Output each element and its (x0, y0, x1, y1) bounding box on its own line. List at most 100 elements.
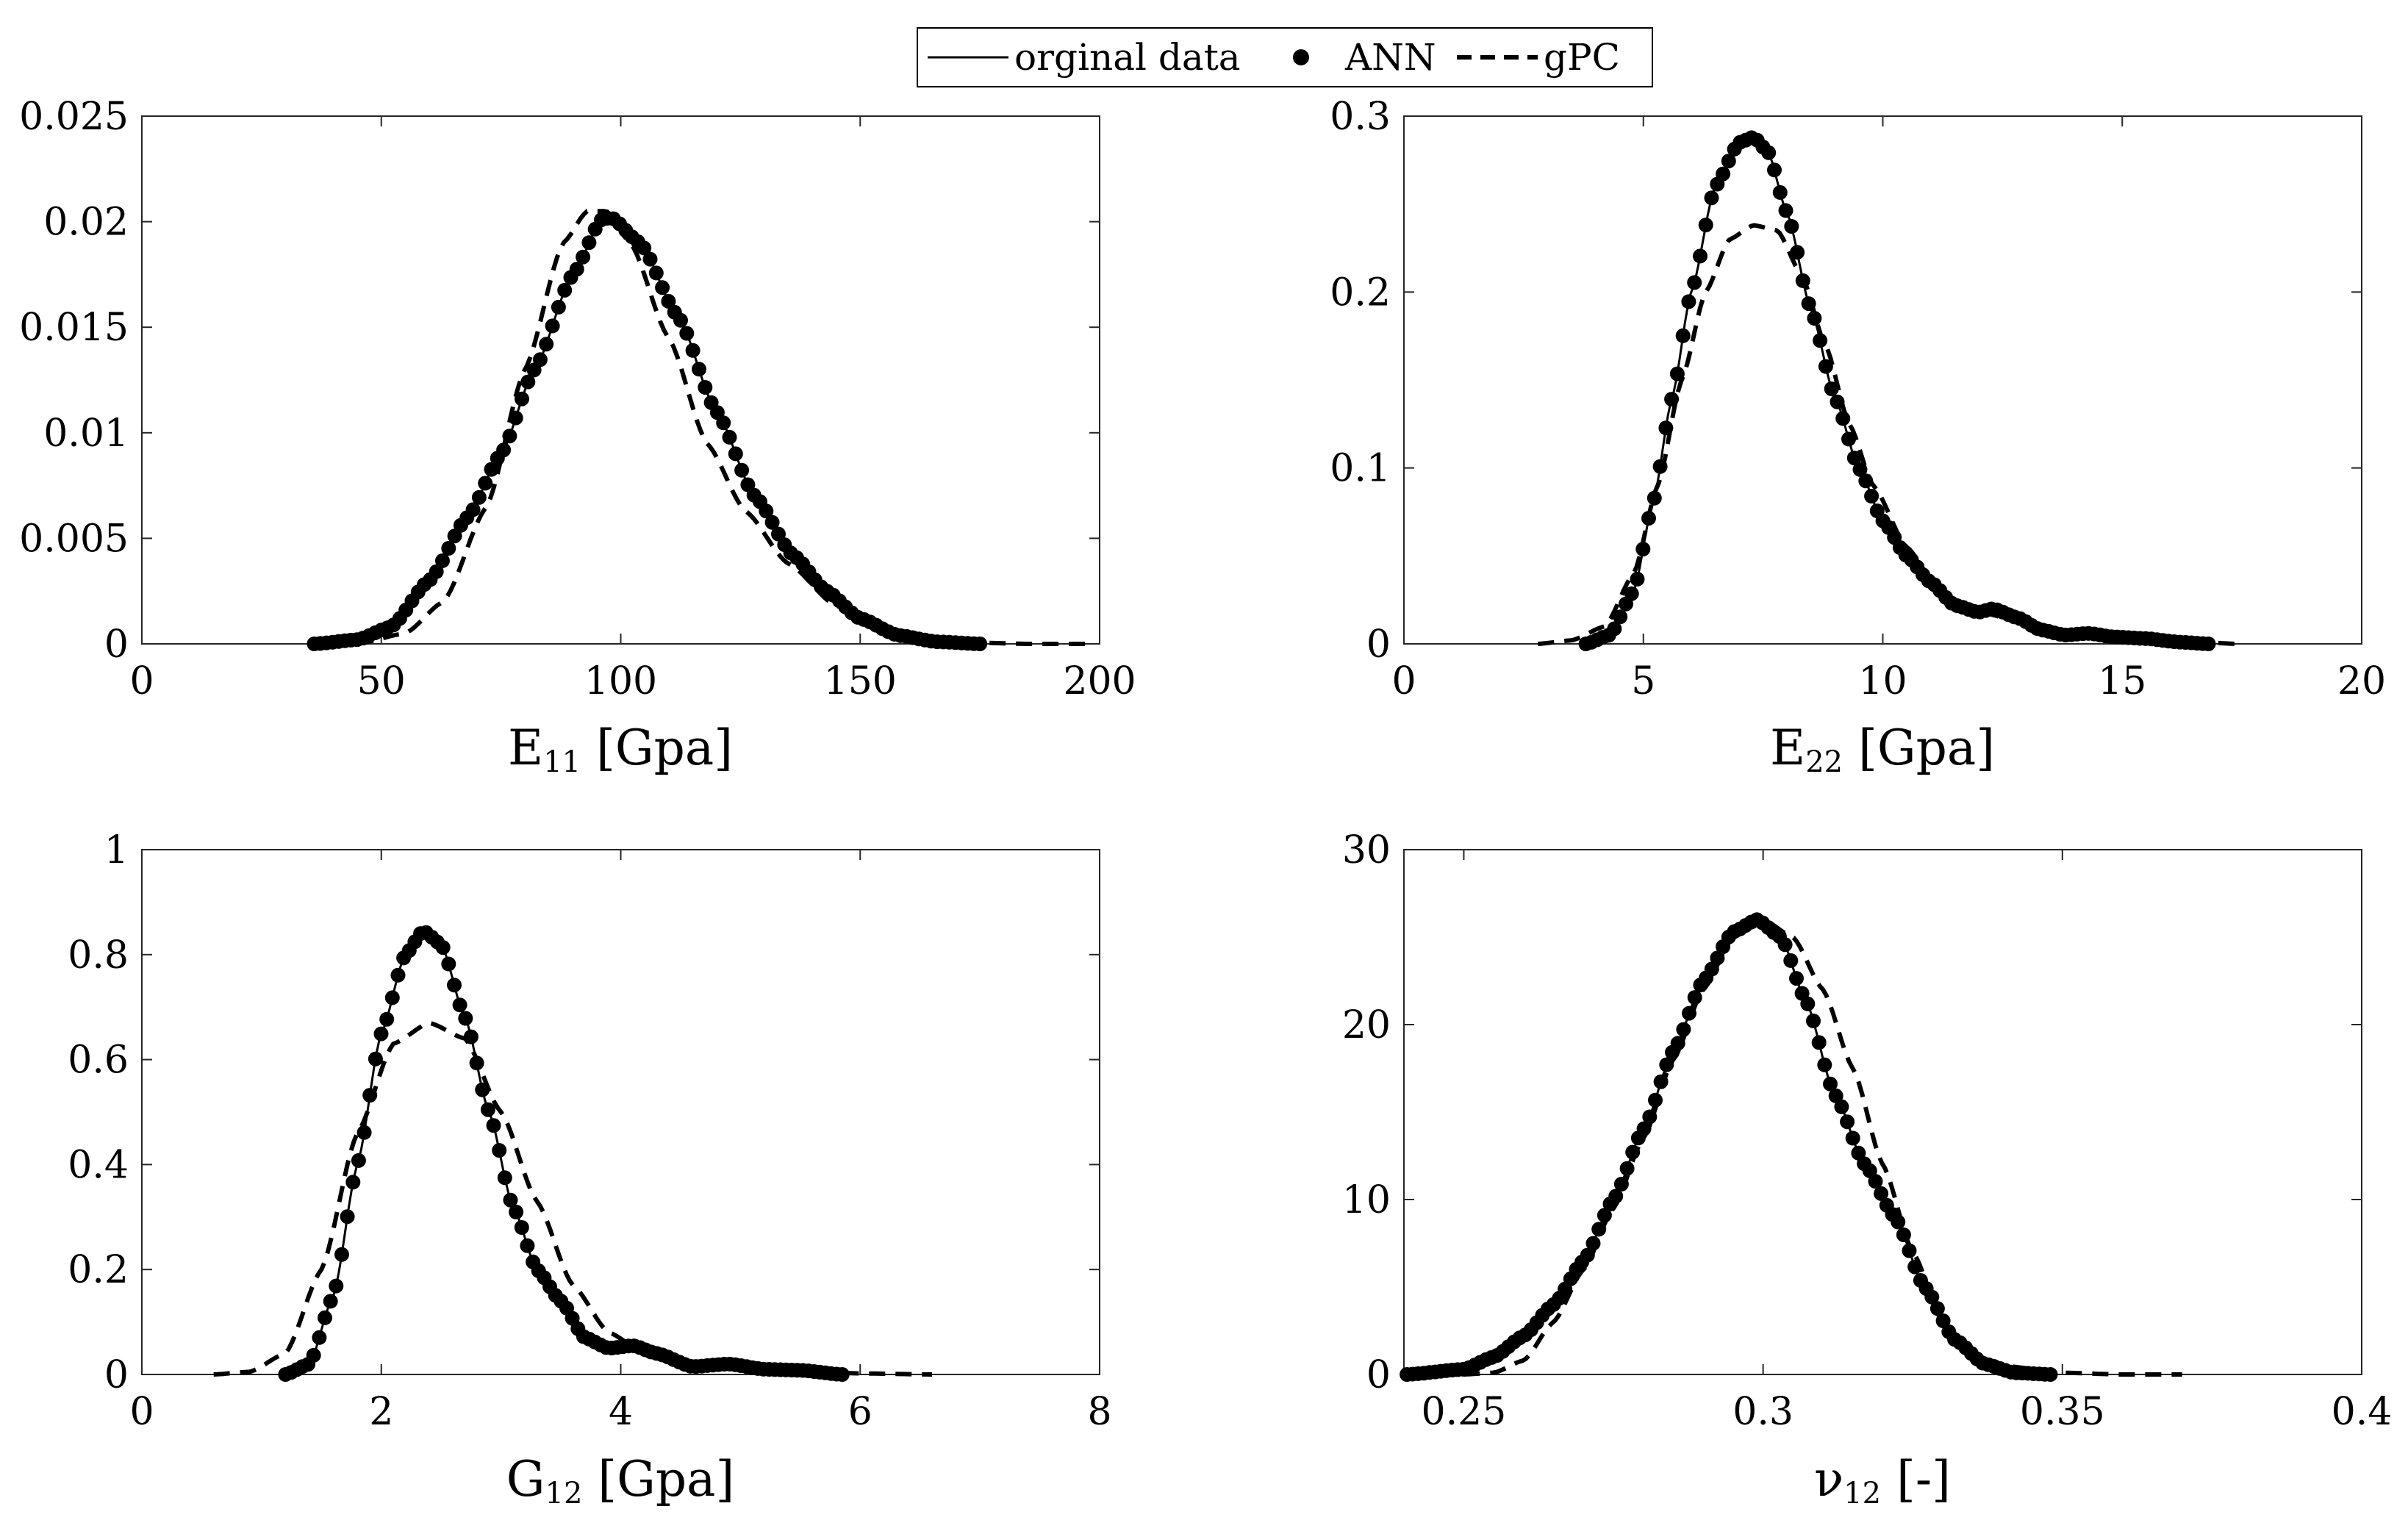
ann-point (429, 564, 444, 579)
x-tick-label: 2 (369, 1390, 393, 1434)
ann-point (1687, 990, 1702, 1005)
ann-point (441, 956, 456, 972)
y-tick-label: 0 (1366, 623, 1391, 667)
ann-point (497, 1170, 512, 1186)
panel-nu12-xlabel: ν12 [-] (1814, 1451, 1951, 1510)
x-tick-label: 6 (848, 1390, 872, 1434)
panel-g12-ticks: 0 2 4 6 8 0 0.2 0.4 0.6 0.8 1 (68, 828, 1111, 1434)
y-tick-label: 0.4 (68, 1143, 129, 1187)
ann-point (1891, 1214, 1906, 1230)
ann-point (1896, 1227, 1911, 1242)
x-tick-label: 20 (2337, 659, 2386, 703)
ann-point (1840, 1114, 1855, 1130)
y-tick-label: 0.8 (68, 933, 129, 978)
ann-point (1653, 1074, 1669, 1089)
ann-point (1641, 511, 1656, 526)
panel-g12: 0 2 4 6 8 0 0.2 0.4 0.6 0.8 1 G12 [Gpa] (68, 828, 1111, 1510)
ann-point (655, 280, 670, 295)
panel-nu12-ticks: 0.25 0.3 0.35 0.4 0 10 20 30 (1342, 828, 2393, 1434)
ann-point (1676, 1022, 1691, 1037)
ann-point (1852, 462, 1868, 477)
ann-point (551, 299, 566, 315)
ann-point (1608, 1189, 1624, 1204)
y-tick-label: 0.02 (43, 201, 129, 245)
legend-label-ann: ANN (1344, 36, 1436, 79)
ann-point (471, 490, 487, 505)
panel-e22: 0 5 10 15 20 0 0.1 0.2 0.3 E22 [Gpa] (1330, 95, 2386, 779)
ann-point (520, 1238, 535, 1253)
ann-point (1835, 411, 1851, 426)
ann-point (673, 312, 688, 328)
ann-point (1613, 609, 1628, 625)
ann-point (1772, 184, 1788, 200)
ann-point (1790, 245, 1805, 260)
ann-point (447, 528, 462, 544)
y-tick-label: 0 (104, 623, 129, 667)
panel-e22-xlabel: E22 [Gpa] (1770, 720, 1995, 779)
ann-point (698, 380, 713, 395)
ann-point (351, 1152, 366, 1168)
ann-point (1801, 296, 1816, 312)
x-tick-label: 0.4 (2332, 1390, 2393, 1434)
ann-point (648, 265, 664, 281)
y-tick-label: 0.015 (19, 306, 129, 350)
x-tick-label: 150 (824, 659, 897, 703)
ann-point (1818, 359, 1833, 374)
ann-point (1824, 381, 1839, 396)
ann-point (759, 503, 774, 519)
x-tick-label: 100 (584, 659, 657, 703)
ann-point (1704, 190, 1719, 206)
ann-point (1642, 1109, 1658, 1125)
ann-point (1607, 621, 1622, 637)
ann-point (515, 391, 529, 406)
ann-point (480, 1102, 495, 1117)
y-tick-label: 0.005 (19, 517, 129, 561)
ann-point (452, 997, 467, 1013)
x-tick-label: 0.3 (1732, 1390, 1794, 1434)
ann-point (312, 1330, 327, 1345)
ann-point (496, 442, 512, 458)
ann-point (340, 1209, 355, 1225)
ann-point (1830, 394, 1845, 409)
ann-point (478, 476, 493, 491)
ann-point (637, 240, 652, 256)
ann-point (1710, 950, 1725, 966)
ann-point (1613, 1177, 1629, 1191)
ann-point (1670, 1036, 1685, 1051)
y-tick-label: 0.025 (19, 95, 129, 139)
ann-point (1698, 218, 1713, 233)
ann-point (1778, 203, 1794, 218)
y-tick-label: 10 (1342, 1178, 1391, 1222)
ann-point (1630, 571, 1645, 587)
ann-point (368, 1051, 383, 1066)
legend: orginal data ANN gPC (917, 27, 1653, 87)
ann-point (1924, 1289, 1940, 1305)
x-tick-label: 50 (357, 659, 406, 703)
ann-point (362, 1088, 378, 1103)
y-tick-label: 0.2 (1330, 270, 1391, 315)
ann-point (1693, 248, 1708, 264)
ann-point (1687, 275, 1702, 290)
panel-nu12-ann-series (1400, 912, 2058, 1382)
ann-point (1681, 294, 1696, 309)
ann-point (1591, 1222, 1607, 1237)
ann-point (384, 990, 400, 1005)
ann-point (1935, 1313, 1951, 1328)
ann-point (334, 1247, 349, 1262)
ann-point (463, 1029, 479, 1044)
ann-point (1664, 392, 1680, 407)
ann-point (1823, 1076, 1838, 1091)
x-tick-label: 200 (1063, 659, 1136, 703)
ann-point (390, 967, 406, 983)
panel-e11-ticks: 0 50 100 150 200 0 0.005 0.01 0.015 0.02 0.025 (19, 95, 1136, 703)
panel-e11-xlabel: E11 [Gpa] (508, 720, 733, 779)
ann-point (1783, 953, 1799, 968)
y-tick-label: 0.3 (1330, 95, 1391, 139)
ann-point (834, 1367, 850, 1382)
ann-point (318, 1310, 332, 1325)
ann-point (503, 1192, 518, 1208)
ann-point (1646, 490, 1662, 506)
y-tick-label: 0.01 (43, 412, 129, 456)
y-tick-label: 0 (1366, 1353, 1391, 1397)
